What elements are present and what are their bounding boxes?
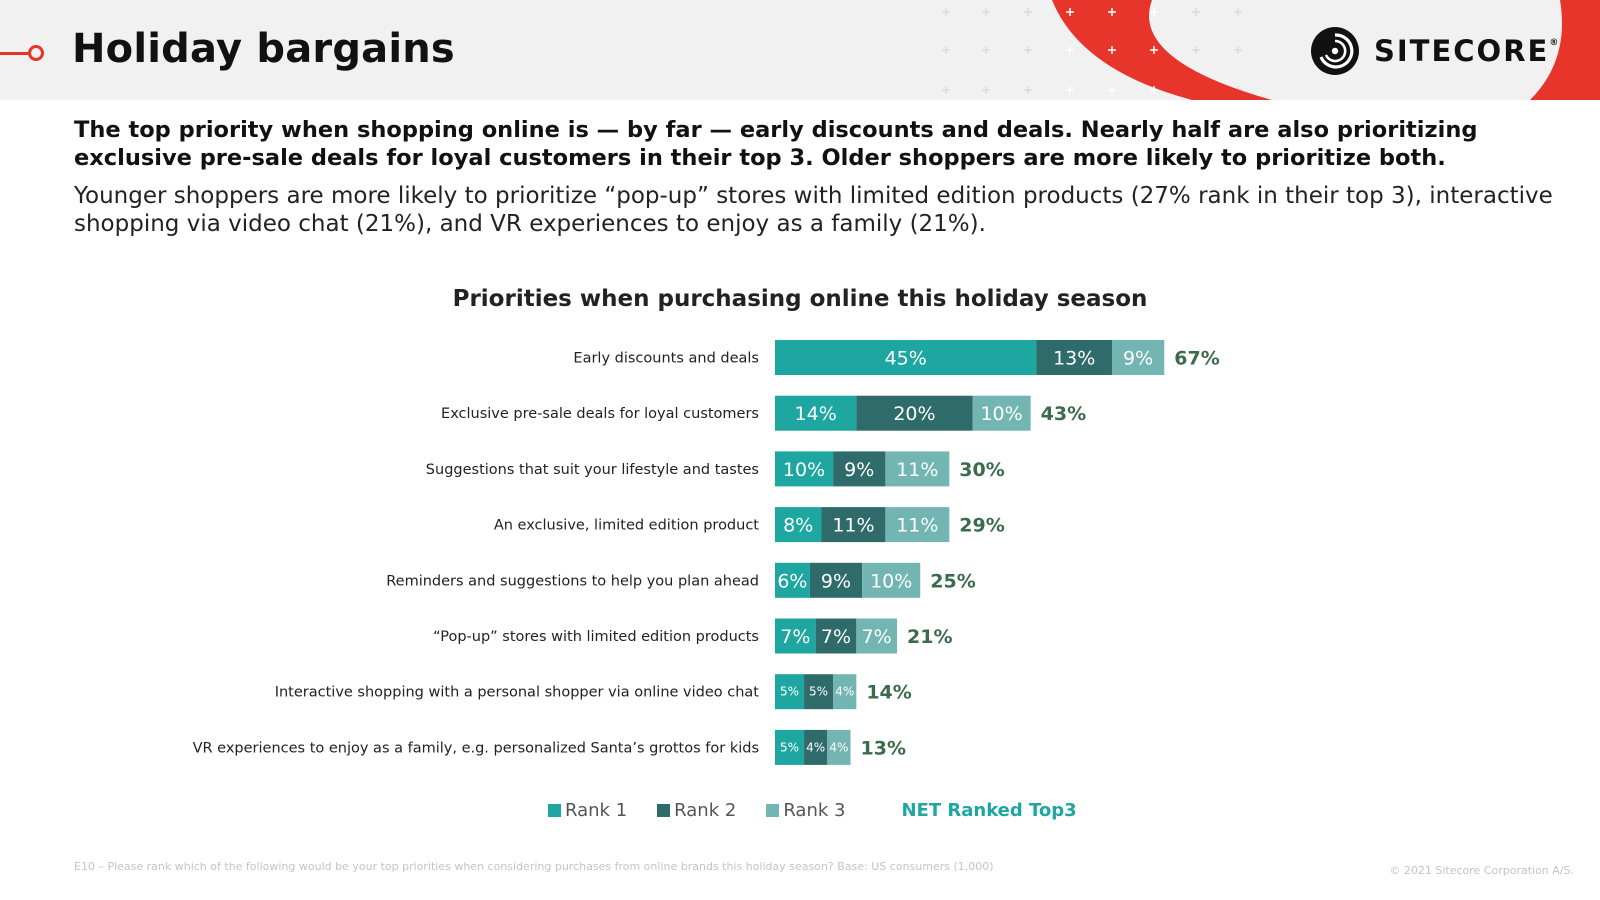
bar-value-label: 13% <box>1053 348 1095 370</box>
intro-headline: The top priority when shopping online is… <box>74 117 1478 171</box>
sitecore-logo: SITECORE® <box>1310 26 1560 76</box>
net-value-label: 13% <box>861 737 906 759</box>
bar-segment-rank-2 <box>1036 340 1112 375</box>
bar-value-label: 7% <box>780 626 810 648</box>
category-label: VR experiences to enjoy as a family, e.g… <box>193 740 759 756</box>
bar-value-label: 5% <box>780 685 799 699</box>
bar-segment-rank-3 <box>1111 340 1165 375</box>
category-label: Suggestions that suit your lifestyle and… <box>426 462 759 478</box>
legend-item-rank-2: Rank 2 <box>657 800 736 821</box>
bar-segment-rank-2 <box>804 729 828 765</box>
bar-segment-rank-2 <box>809 562 863 598</box>
legend-swatch-rank-3 <box>766 804 780 817</box>
bar-value-label: 10% <box>783 459 825 481</box>
legend-item-rank-1: Rank 1 <box>548 800 627 821</box>
bar-value-label: 7% <box>862 626 892 648</box>
bar-segment-rank-2 <box>833 451 886 487</box>
bar-value-label: 11% <box>896 459 938 481</box>
bar-value-label: 5% <box>809 685 828 699</box>
legend-label-rank-2: Rank 2 <box>674 800 737 821</box>
bar-value-label: 20% <box>893 403 935 425</box>
bar-segment-rank-2 <box>856 395 973 431</box>
legend-label-rank-1: Rank 1 <box>565 800 628 821</box>
bar-value-label: 5% <box>780 740 799 754</box>
net-value-label: 29% <box>959 515 1004 537</box>
category-label: Exclusive pre-sale deals for loyal custo… <box>441 406 759 422</box>
bar-segment-rank-1 <box>775 340 1037 375</box>
net-value-label: 25% <box>930 570 975 592</box>
bar-segment-rank-3 <box>833 674 857 710</box>
chart-legend: Rank 1 Rank 2 Rank 3 NET Ranked Top3 <box>548 800 1077 821</box>
intro-body: Younger shoppers are more likely to prio… <box>74 183 1553 237</box>
bar-value-label: 7% <box>821 626 851 648</box>
bar-segment-rank-3 <box>856 618 898 654</box>
net-value-label: 43% <box>1041 403 1086 425</box>
bar-value-label: 11% <box>896 515 938 537</box>
category-label: An exclusive, limited edition product <box>494 518 759 534</box>
bar-segment-rank-1 <box>775 618 816 654</box>
bar-segment-rank-2 <box>815 618 857 654</box>
bar-value-label: 9% <box>1123 348 1153 370</box>
bar-value-label: 10% <box>980 403 1022 425</box>
bar-value-label: 8% <box>783 515 813 537</box>
legend-label-net: NET Ranked Top3 <box>901 800 1077 821</box>
legend-label-rank-3: Rank 3 <box>783 800 846 821</box>
bar-segment-rank-1 <box>775 451 834 487</box>
bar-segment-rank-1 <box>775 562 810 598</box>
legend-swatch-rank-2 <box>657 804 671 817</box>
bar-segment-rank-3 <box>885 507 950 543</box>
bar-value-label: 11% <box>832 515 874 537</box>
accent-line <box>0 52 30 55</box>
header-banner: Holiday bargains SITECORE® <box>0 0 1600 100</box>
category-label: Early discounts and deals <box>573 351 759 367</box>
bar-segment-rank-2 <box>804 674 834 710</box>
bar-segment-rank-1 <box>775 395 857 431</box>
bar-value-label: 14% <box>795 403 837 425</box>
chart-title: Priorities when purchasing online this h… <box>452 286 1148 312</box>
decorative-pattern <box>942 0 1600 100</box>
bar-value-label: 10% <box>870 570 912 592</box>
net-value-label: 14% <box>866 682 911 704</box>
bar-value-label: 4% <box>829 740 848 754</box>
bar-value-label: 9% <box>821 570 851 592</box>
bar-segment-rank-3 <box>862 562 921 598</box>
category-label: Interactive shopping with a personal sho… <box>275 685 760 701</box>
category-label: “Pop-up” stores with limited edition pro… <box>433 629 759 645</box>
accent-dot <box>28 45 44 61</box>
legend-item-rank-3: Rank 3 <box>766 800 845 821</box>
net-value-label: 30% <box>959 459 1004 481</box>
logo-wordmark: SITECORE® <box>1374 34 1561 68</box>
page-title: Holiday bargains <box>72 26 455 72</box>
copyright: © 2021 Sitecore Corporation A/S. <box>1389 864 1574 877</box>
bar-segment-rank-3 <box>885 451 950 487</box>
sitecore-logo-icon <box>1311 27 1359 75</box>
bar-segment-rank-3 <box>972 395 1031 431</box>
legend-swatch-rank-1 <box>548 804 561 817</box>
footnote: E10 – Please rank which of the following… <box>74 860 994 873</box>
bar-segment-rank-2 <box>821 507 886 543</box>
bar-segment-rank-1 <box>775 729 805 765</box>
bar-value-label: 4% <box>835 685 854 699</box>
net-value-label: 67% <box>1174 348 1219 370</box>
category-label: Reminders and suggestions to help you pl… <box>386 573 759 589</box>
bar-segment-rank-3 <box>827 729 851 765</box>
bar-value-label: 9% <box>844 459 874 481</box>
net-value-label: 21% <box>907 626 952 648</box>
bar-value-label: 4% <box>806 740 825 754</box>
bar-value-label: 6% <box>777 570 807 592</box>
bar-segment-rank-1 <box>775 507 822 543</box>
bar-segment-rank-1 <box>775 674 805 710</box>
bar-value-label: 45% <box>885 348 927 370</box>
